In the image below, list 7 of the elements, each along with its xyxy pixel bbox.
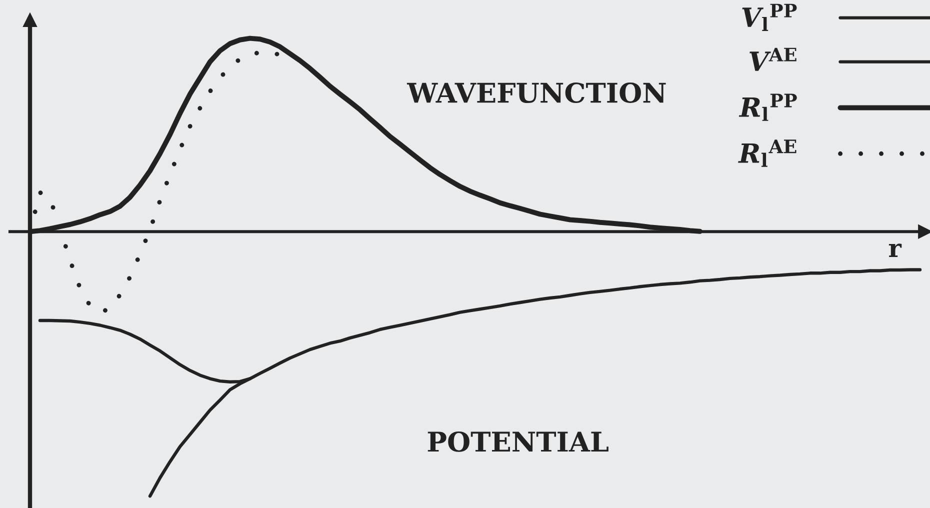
- legend-label: R$_{l}$$^{AE}$: [738, 140, 796, 167]
- legend-label: R$_{l}$$^{PP}$: [738, 94, 797, 121]
- x-axis-title: r: [888, 244, 902, 258]
- annotation: POTENTIAL: [428, 431, 608, 452]
- annotation: WAVEFUNCTION: [406, 82, 666, 104]
- legend-label: V$^{AE}$: [750, 48, 796, 71]
- legend-label: V$_{l}$$^{PP}$: [742, 4, 797, 31]
